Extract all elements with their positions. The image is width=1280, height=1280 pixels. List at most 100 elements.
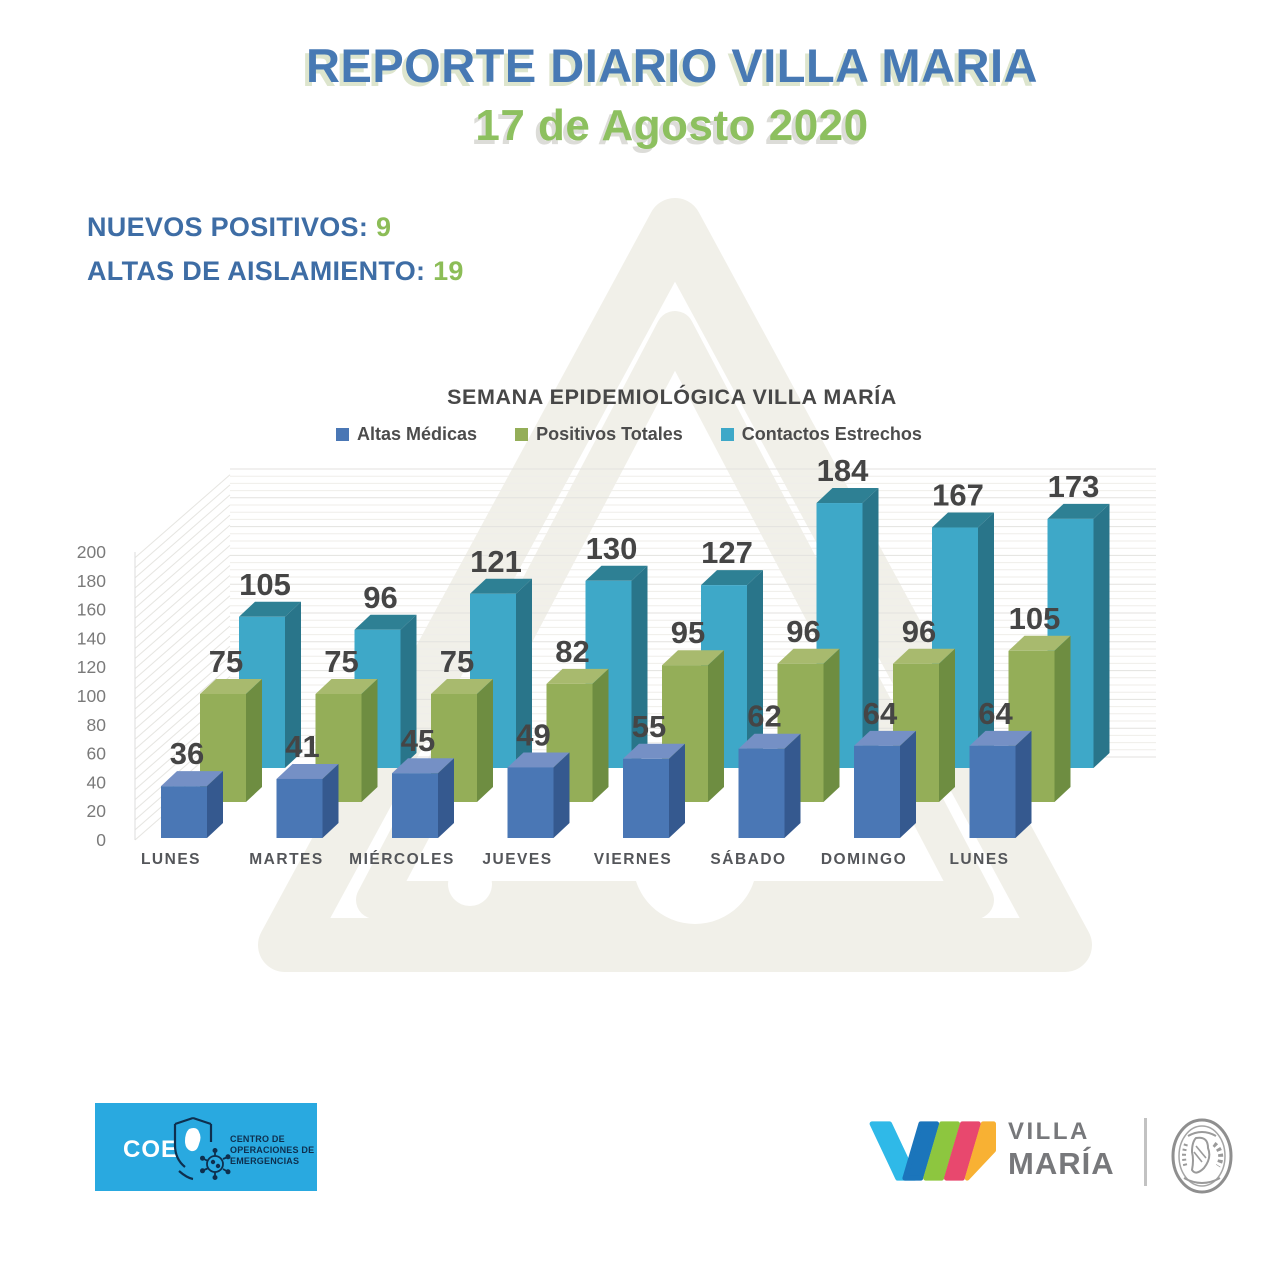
bar-side-face — [747, 570, 763, 768]
y-tick-label: 140 — [77, 628, 106, 648]
x-category-label: LUNES — [949, 851, 1009, 868]
stat-value: 9 — [375, 212, 392, 242]
coe-abbr: COE — [123, 1136, 179, 1163]
report-date: 17 de Agosto 2020 — [475, 101, 869, 150]
legend-swatch-icon — [336, 428, 349, 441]
chart-legend: Altas Médicas Positivos Totales Contacto… — [336, 424, 922, 445]
bar-value-label: 62 — [747, 699, 781, 734]
bar-side-face — [978, 512, 994, 768]
villa-maria-wordmark: VILLA MARÍA — [1008, 1118, 1115, 1181]
bar-value-label: 75 — [209, 644, 243, 679]
bar-side-face — [900, 730, 916, 838]
side-wall-gridline — [134, 635, 231, 720]
bar-side-face — [361, 679, 378, 802]
logo-divider — [1144, 1118, 1147, 1186]
bar-top-face — [546, 668, 609, 684]
bar-value-label: 64 — [978, 696, 1013, 731]
y-tick-label: 120 — [77, 657, 106, 677]
bar-top-face — [392, 758, 454, 774]
header: REPORTE DIARIO VILLA MARIA 17 de Agosto … — [64, 38, 1280, 151]
side-wall-gridline — [134, 645, 231, 730]
side-wall-gridline — [134, 524, 231, 609]
bar-side-face — [708, 650, 724, 802]
bar-value-label: 96 — [902, 614, 936, 649]
bar-front-face — [161, 786, 207, 838]
bar-front-face — [738, 748, 785, 838]
legend-label: Positivos Totales — [536, 424, 683, 444]
coe-name-line: EMERGENCIAS — [230, 1156, 300, 1166]
y-tick-label: 160 — [77, 600, 106, 620]
y-tick-label: 180 — [77, 571, 106, 591]
villa-maria-mark-icon — [869, 1121, 996, 1181]
bar-front-face — [392, 773, 438, 838]
y-tick-label: 60 — [87, 744, 107, 764]
legend-item-altas-medicas: Altas Médicas — [336, 424, 477, 445]
page-title: REPORTE DIARIO VILLA MARIA — [306, 39, 1038, 92]
bar-value-label: 49 — [516, 717, 550, 752]
x-category-label: VIERNES — [594, 851, 673, 868]
y-tick-label: 80 — [87, 715, 107, 735]
bar-side-face — [400, 614, 417, 768]
bar-side-face — [823, 648, 840, 802]
bar-side-face — [1093, 503, 1110, 768]
coe-shield-virus-icon — [173, 1116, 231, 1181]
bar-side-face — [322, 763, 339, 838]
side-wall-gridline — [134, 534, 231, 619]
coe-name-line: OPERACIONES DE — [230, 1145, 315, 1155]
side-wall-gridline — [134, 484, 231, 569]
x-category-label: MIÉRCOLES — [349, 851, 455, 868]
bar-value-label: 36 — [170, 736, 204, 771]
bar-side-face — [592, 668, 609, 802]
bar-top-face — [470, 578, 532, 594]
bar-top-face — [315, 679, 378, 694]
bar-top-face — [585, 565, 648, 581]
bar-value-label: 75 — [324, 644, 358, 679]
legend-item-positivos-totales: Positivos Totales — [515, 424, 683, 445]
bar-top-face — [354, 614, 417, 630]
coe-name: CENTRO DE OPERACIONES DE EMERGENCIAS — [230, 1134, 314, 1167]
bar-top-face — [738, 733, 801, 749]
bar-top-face — [816, 488, 879, 504]
side-wall-gridline — [134, 555, 231, 639]
vm-word-maria: MARÍA — [1008, 1146, 1115, 1181]
bar-top-face — [932, 512, 994, 528]
bar-value-label: 82 — [555, 634, 589, 669]
x-category-label: LUNES — [141, 851, 201, 868]
side-wall-gridline — [134, 504, 231, 589]
bar-top-face — [623, 743, 685, 759]
stat-nuevos-positivos: NUEVOS POSITIVOS: 9 — [87, 205, 464, 249]
side-wall-gridline — [134, 615, 231, 700]
bar-front-face — [623, 758, 669, 838]
legend-label: Altas Médicas — [357, 424, 478, 444]
y-tick-label: 40 — [87, 772, 107, 792]
bar-value-label: 41 — [285, 729, 319, 764]
vm-word-villa: VILLA — [1008, 1118, 1090, 1145]
bar-top-face — [969, 730, 1032, 746]
side-wall-gridline — [134, 565, 231, 649]
bar-top-face — [1047, 503, 1110, 519]
daily-stats: NUEVOS POSITIVOS: 9 ALTAS DE AISLAMIENTO… — [87, 205, 464, 293]
bar-side-face — [1054, 635, 1071, 802]
bar-value-label: 173 — [1048, 469, 1100, 504]
side-wall-gridline — [134, 595, 231, 680]
chart-title: SEMANA EPIDEMIOLÓGICA VILLA MARÍA — [447, 385, 897, 409]
bar-value-label: 105 — [239, 567, 291, 602]
bar-top-face — [161, 771, 223, 787]
x-category-label: SÁBADO — [710, 851, 786, 868]
bar-top-face — [854, 730, 916, 746]
bar-value-label: 184 — [817, 453, 869, 488]
x-category-label: DOMINGO — [821, 851, 907, 868]
bar-top-face — [777, 648, 840, 664]
side-wall-gridline — [134, 625, 231, 710]
bar-value-label: 55 — [632, 709, 666, 744]
bar-top-face — [507, 752, 570, 768]
y-tick-label: 100 — [77, 686, 106, 706]
stat-altas-aislamiento: ALTAS DE AISLAMIENTO: 19 — [87, 249, 464, 293]
x-category-label: JUEVES — [482, 851, 552, 868]
bar-side-face — [477, 679, 493, 802]
bar-side-face — [784, 733, 801, 838]
bar-top-face — [1008, 635, 1071, 651]
side-wall-gridline — [134, 494, 231, 579]
legend-label: Contactos Estrechos — [741, 424, 922, 444]
